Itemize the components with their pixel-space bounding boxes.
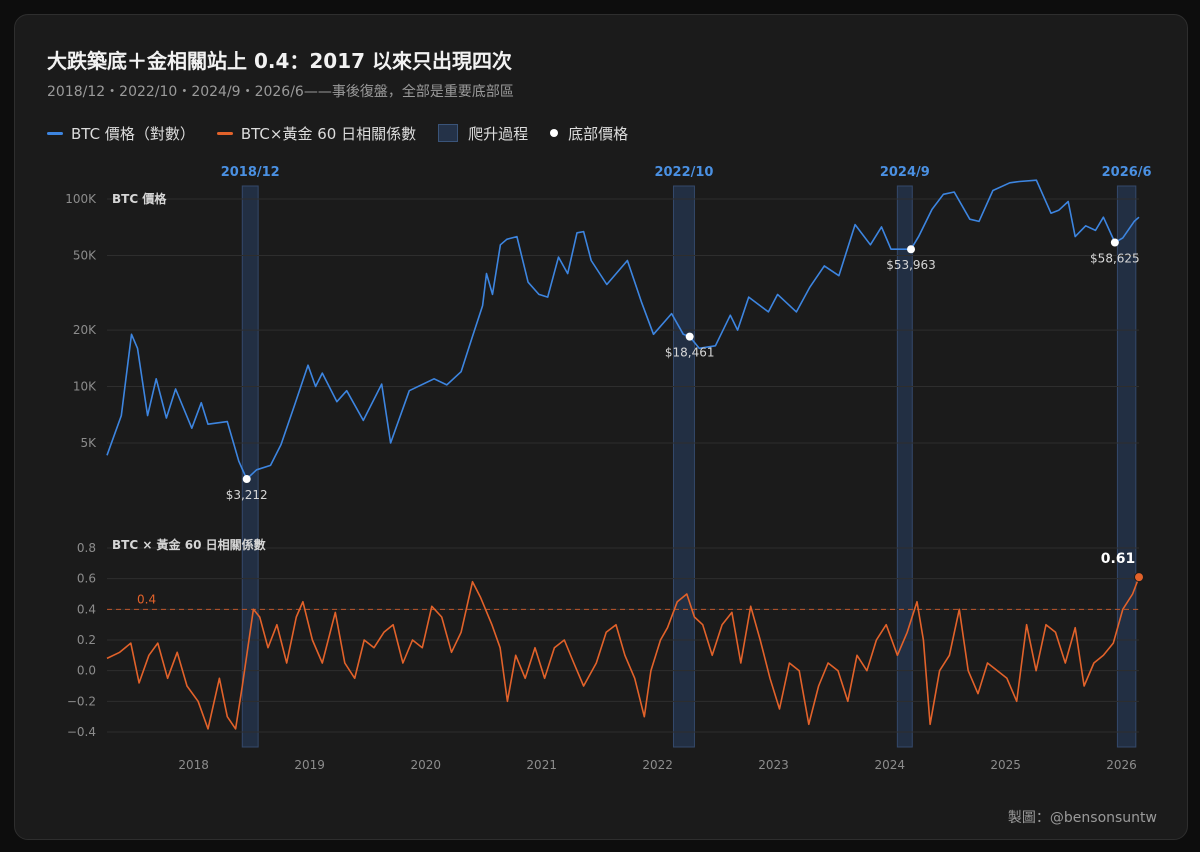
chart-card: 大跌築底＋金相關站上 0.4：2017 以來只出現四次 2018/12・2022… [14, 14, 1188, 840]
band-label-1: 2022/10 [654, 165, 713, 180]
band-3 [1116, 185, 1137, 748]
bottom-label-2: $53,963 [886, 258, 936, 272]
legend-swatch-btc [47, 131, 63, 135]
band-1 [672, 185, 695, 748]
xtick-2025: 2025 [990, 758, 1021, 772]
corr-ytick-2: 0.0 [77, 664, 96, 678]
corr-ytick-1: −0.2 [67, 694, 96, 708]
chart-title: 大跌築底＋金相關站上 0.4：2017 以來只出現四次 [47, 49, 513, 73]
legend-item-corr: BTC×黃金 60 日相關係數 [216, 123, 417, 144]
price-ytick-4: 100K [65, 192, 97, 206]
legend-item-btc: BTC 價格（對數） [47, 123, 195, 144]
corr-ytick-4: 0.4 [77, 602, 96, 616]
chart-subtitle: 2018/12・2022/10・2024/9・2026/6——事後復盤，全部是重… [47, 84, 514, 100]
band-0 [241, 185, 259, 748]
threshold-label: 0.4 [137, 592, 156, 606]
corr-ytick-6: 0.8 [77, 541, 96, 555]
xtick-2020: 2020 [411, 758, 442, 772]
chart-legend: BTC 價格（對數） BTC×黃金 60 日相關係數 爬升過程 底部價格 [47, 121, 650, 145]
bottom-label-3: $58,625 [1090, 251, 1140, 265]
xtick-2024: 2024 [874, 758, 905, 772]
legend-label-bottom: 底部價格 [568, 124, 629, 143]
xtick-2022: 2022 [642, 758, 673, 772]
btc-price-line [106, 179, 1140, 480]
bottom-dot-0 [242, 475, 251, 484]
xtick-2026: 2026 [1106, 758, 1137, 772]
bottom-dot-2 [907, 245, 916, 254]
band-label-0: 2018/12 [221, 165, 280, 180]
legend-swatch-band [438, 124, 459, 142]
price-ytick-2: 20K [73, 323, 97, 337]
legend-item-bottom: 底部價格 [550, 123, 628, 144]
xtick-2021: 2021 [526, 758, 557, 772]
corr-end-dot [1134, 572, 1144, 583]
band-label-3: 2026/6 [1102, 165, 1152, 180]
corr-end-label: 0.61 [1101, 551, 1136, 567]
band-label-2: 2024/9 [880, 165, 930, 180]
bottom-label-0: $3,212 [226, 488, 268, 502]
xtick-2019: 2019 [294, 758, 325, 772]
price-panel-label: BTC 價格 [112, 191, 167, 206]
legend-label-band: 爬升過程 [468, 124, 529, 143]
xtick-2023: 2023 [758, 758, 789, 772]
legend-swatch-bottom-dot [550, 129, 559, 137]
corr-ytick-0: −0.4 [67, 725, 96, 739]
legend-swatch-corr [216, 131, 233, 135]
xtick-2018: 2018 [178, 758, 209, 772]
price-ytick-1: 10K [73, 380, 97, 394]
corr-ytick-3: 0.2 [77, 633, 96, 647]
price-ytick-0: 5K [80, 436, 97, 450]
legend-label-corr: BTC×黃金 60 日相關係數 [240, 124, 417, 143]
legend-label-btc: BTC 價格（對數） [71, 124, 195, 143]
corr-ytick-5: 0.6 [77, 572, 96, 586]
bottom-dot-1 [685, 332, 694, 341]
price-ytick-3: 50K [73, 248, 97, 262]
band-2 [896, 185, 913, 748]
bottom-dot-3 [1110, 238, 1119, 247]
chart-credit: 製圖：@bensonsuntw [1007, 810, 1157, 826]
corr-line [106, 576, 1140, 730]
legend-item-band: 爬升過程 [438, 123, 528, 144]
bottom-label-1: $18,461 [665, 346, 715, 360]
corr-panel-label: BTC × 黃金 60 日相關係數 [112, 537, 266, 552]
